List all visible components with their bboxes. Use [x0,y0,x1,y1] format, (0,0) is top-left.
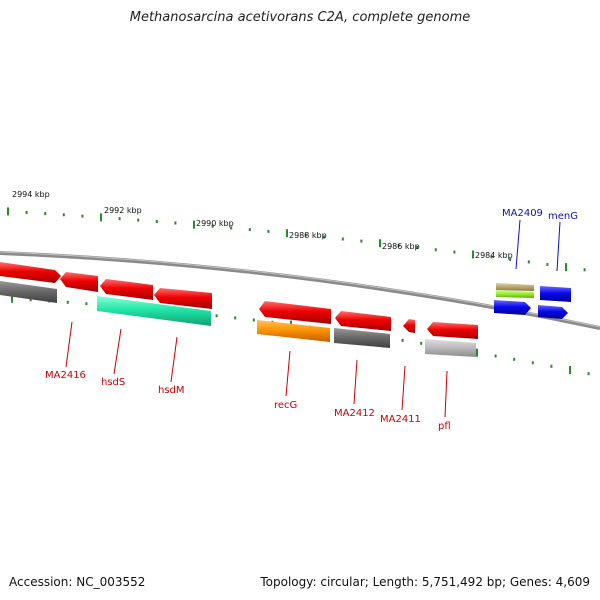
callout-line [113,328,122,375]
scale-ticks-upper [7,207,586,272]
gene-feature[interactable] [494,300,531,315]
scale-label-2984: 2984 kbp [475,251,513,260]
callout-line [170,336,178,383]
gene-feature[interactable] [403,319,415,333]
gene-feature[interactable] [0,281,57,303]
gene-label-hsdm[interactable]: hsdM [158,385,185,396]
gene-label-recg[interactable]: recG [274,400,297,411]
gene-feature[interactable] [334,328,390,348]
gene-feature[interactable] [496,283,534,291]
accession-label: Accession: NC_003552 [9,575,146,589]
gene-feature[interactable] [259,301,331,324]
gene-feature[interactable] [60,272,98,292]
gene-feature[interactable] [538,305,568,319]
gene-feature[interactable] [496,290,534,298]
callout-line [556,221,561,272]
gene-feature[interactable] [0,262,61,283]
gene-feature[interactable] [257,320,330,342]
gene-feature[interactable] [100,279,153,300]
scale-label-2994: 2994 kbp [12,190,50,199]
gene-feature[interactable] [540,286,571,302]
gene-feature[interactable] [97,296,211,326]
gene-label-meng[interactable]: menG [548,211,578,222]
topology-summary: Topology: circular; Length: 5,751,492 bp… [260,575,590,589]
gene-label-ma2412[interactable]: MA2412 [334,408,375,419]
gene-feature[interactable] [335,311,391,331]
gene-label-ma2409[interactable]: MA2409 [502,208,543,219]
gene-feature[interactable] [427,322,478,339]
gene-feature[interactable] [425,339,476,357]
scale-label-2990: 2990 kbp [196,219,234,228]
scale-label-2986: 2986 kbp [382,242,420,251]
gene-label-ma2411[interactable]: MA2411 [380,414,421,425]
callout-line [285,350,291,397]
gene-label-hsds[interactable]: hsdS [101,377,125,388]
gene-label-ma2416[interactable]: MA2416 [45,370,86,381]
gene-label-pfl[interactable]: pfl [438,421,451,432]
callout-line [515,219,521,270]
scale-label-2992: 2992 kbp [104,206,142,215]
map-title: Methanosarcina acetivorans C2A, complete… [129,10,471,25]
callout-line [401,365,406,411]
callout-line [444,370,448,418]
gene-feature[interactable] [154,288,212,309]
scale-label-2988: 2988 kbp [289,231,327,240]
callout-line [65,321,73,368]
callout-line [353,359,358,405]
